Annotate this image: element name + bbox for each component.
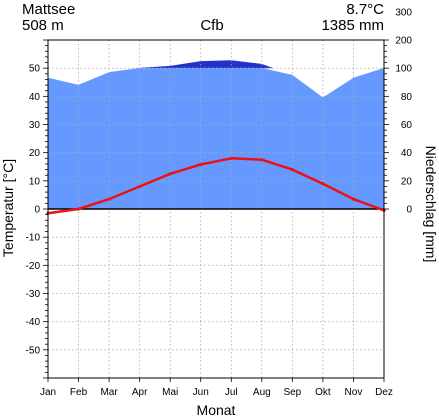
precipitation-tick-label: 300 [395,7,412,18]
temperature-point [76,207,81,211]
temperature-tick-label: -40 [26,317,41,328]
temperature-tick-label: -20 [26,261,41,272]
temperature-tick-label: 30 [29,120,41,131]
month-tick-label: Aug [253,387,271,398]
month-tick-label: Apr [132,387,148,398]
precipitation-tick-label: 200 [395,36,412,47]
month-tick-label: Dez [375,387,393,398]
month-tick-label: Mai [162,387,178,398]
mean-temperature: 8.7°C [346,1,384,18]
temperature-tick-label: 40 [29,92,41,103]
month-tick-label: Feb [70,387,88,398]
month-tick-label: Jun [193,387,209,398]
axes: 50403020100-10-20-30-40-5090080070060050… [26,7,413,398]
temperature-point [260,158,264,162]
temperature-tick-label: 50 [29,64,41,75]
temperature-series [46,156,386,215]
temperature-point [138,184,142,189]
month-tick-label: Jul [225,387,238,398]
precipitation-tick-label: 60 [401,120,413,131]
y-axis-left-label: Temperatur [°C] [0,159,16,257]
temperature-point [107,197,111,201]
station-elevation: 508 m [22,17,64,34]
temperature-tick-label: -10 [26,233,41,244]
precipitation-tick-label: 80 [401,92,413,103]
temperature-tick-label: -30 [26,289,41,300]
temperature-point [321,182,325,186]
temperature-point [199,162,203,167]
month-tick-label: Nov [345,387,363,398]
precipitation-tick-label: 20 [401,176,413,187]
x-axis-label: Monat [197,402,236,418]
precipitation-area [47,60,385,210]
month-tick-label: Mar [100,387,118,398]
annual-precipitation: 1385 mm [321,17,384,34]
precipitation-tick-label: 40 [401,148,413,159]
month-tick-label: Jan [40,387,56,398]
temperature-point [168,172,172,176]
station-name: Mattsee [22,1,75,18]
precipitation-tick-label: 0 [406,205,412,216]
month-tick-label: Sep [283,387,301,398]
perhumid-area [137,60,384,69]
precipitation-tick-label: 100 [395,64,412,75]
climate-class: Cfb [200,17,223,34]
month-tick-label: Okt [315,387,331,398]
temperature-tick-label: -50 [26,345,41,356]
temperature-tick-label: 0 [34,205,40,216]
temperature-tick-label: 20 [29,148,41,159]
temperature-point [229,156,233,160]
temperature-line [47,157,385,215]
y-axis-right-label: Niederschlag [mm] [423,146,439,263]
temperature-point [290,168,294,172]
temperature-point [351,197,356,201]
temperature-tick-label: 10 [29,176,41,187]
